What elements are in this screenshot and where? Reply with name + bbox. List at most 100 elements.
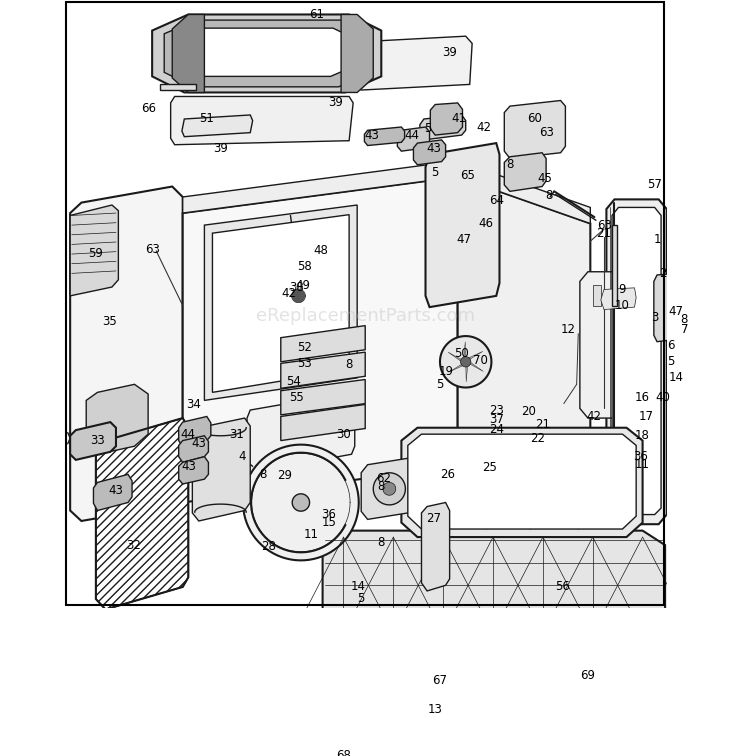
Text: 27: 27 bbox=[426, 512, 441, 525]
Text: 44: 44 bbox=[404, 129, 419, 141]
Polygon shape bbox=[364, 127, 404, 145]
Text: 14: 14 bbox=[350, 581, 365, 593]
Text: 48: 48 bbox=[314, 244, 328, 257]
Polygon shape bbox=[355, 36, 472, 90]
Text: 55: 55 bbox=[290, 392, 304, 404]
Polygon shape bbox=[676, 275, 691, 342]
Text: 13: 13 bbox=[427, 702, 442, 716]
Polygon shape bbox=[413, 140, 446, 165]
Text: 8: 8 bbox=[260, 468, 267, 481]
Polygon shape bbox=[94, 474, 132, 510]
Text: 39: 39 bbox=[328, 95, 343, 109]
Polygon shape bbox=[280, 352, 365, 389]
Text: 43: 43 bbox=[181, 460, 196, 472]
Text: 15: 15 bbox=[322, 516, 337, 529]
Polygon shape bbox=[212, 215, 350, 392]
Polygon shape bbox=[466, 362, 468, 382]
Text: 63: 63 bbox=[145, 243, 160, 256]
Text: 12: 12 bbox=[561, 323, 576, 336]
Text: 42: 42 bbox=[586, 410, 602, 423]
Polygon shape bbox=[592, 286, 601, 305]
Polygon shape bbox=[422, 503, 450, 591]
Text: 34: 34 bbox=[187, 398, 202, 411]
Polygon shape bbox=[70, 422, 116, 460]
Text: 8: 8 bbox=[506, 158, 514, 172]
Text: 42: 42 bbox=[281, 287, 296, 300]
Text: 54: 54 bbox=[286, 376, 301, 389]
Text: 8: 8 bbox=[681, 314, 688, 327]
Text: 61: 61 bbox=[310, 8, 325, 21]
Text: 21: 21 bbox=[596, 227, 611, 240]
Polygon shape bbox=[440, 336, 491, 388]
Polygon shape bbox=[612, 225, 616, 305]
Polygon shape bbox=[172, 14, 205, 92]
Polygon shape bbox=[183, 177, 458, 503]
Text: 40: 40 bbox=[656, 392, 670, 404]
Text: 20: 20 bbox=[521, 405, 536, 418]
Polygon shape bbox=[280, 380, 365, 415]
Text: 17: 17 bbox=[638, 410, 653, 423]
Polygon shape bbox=[243, 445, 358, 560]
Polygon shape bbox=[448, 352, 466, 362]
Polygon shape bbox=[420, 115, 466, 140]
Polygon shape bbox=[504, 101, 566, 159]
Polygon shape bbox=[601, 288, 636, 309]
Polygon shape bbox=[247, 392, 355, 472]
Text: 8: 8 bbox=[377, 536, 385, 549]
Text: 9: 9 bbox=[619, 283, 626, 296]
Polygon shape bbox=[654, 274, 680, 342]
Text: 52: 52 bbox=[298, 341, 312, 354]
Text: 39: 39 bbox=[213, 142, 228, 155]
Text: 1: 1 bbox=[653, 233, 661, 246]
Text: 43: 43 bbox=[426, 142, 441, 155]
Text: 10: 10 bbox=[615, 299, 630, 312]
Polygon shape bbox=[178, 435, 209, 463]
Polygon shape bbox=[504, 153, 546, 191]
Polygon shape bbox=[164, 20, 369, 87]
Text: 36: 36 bbox=[322, 508, 337, 521]
Text: 28: 28 bbox=[261, 541, 276, 553]
Text: 22: 22 bbox=[530, 432, 545, 445]
Polygon shape bbox=[398, 127, 430, 151]
Polygon shape bbox=[205, 205, 357, 401]
Text: 31: 31 bbox=[230, 428, 244, 441]
Text: 43: 43 bbox=[364, 129, 379, 141]
Text: 24: 24 bbox=[489, 423, 504, 435]
Text: 35: 35 bbox=[102, 315, 117, 328]
Text: 5: 5 bbox=[358, 593, 365, 606]
Text: 47: 47 bbox=[669, 305, 684, 318]
Polygon shape bbox=[460, 357, 471, 367]
Text: 57: 57 bbox=[647, 178, 662, 191]
Text: 51: 51 bbox=[200, 112, 214, 125]
Text: 25: 25 bbox=[482, 461, 497, 475]
Polygon shape bbox=[178, 417, 211, 447]
Text: 62: 62 bbox=[376, 472, 392, 485]
Polygon shape bbox=[70, 205, 118, 296]
Text: 43: 43 bbox=[191, 437, 206, 451]
Text: 36: 36 bbox=[634, 450, 649, 463]
Text: 41: 41 bbox=[452, 113, 466, 125]
Text: 43: 43 bbox=[109, 484, 124, 497]
Polygon shape bbox=[401, 428, 643, 537]
Text: 65: 65 bbox=[460, 169, 475, 181]
Polygon shape bbox=[263, 696, 452, 754]
Polygon shape bbox=[160, 85, 196, 90]
Text: 30: 30 bbox=[336, 428, 351, 441]
Text: 21: 21 bbox=[536, 418, 550, 431]
Polygon shape bbox=[280, 404, 365, 441]
Polygon shape bbox=[607, 200, 667, 524]
Text: 16: 16 bbox=[635, 391, 650, 404]
Text: 69: 69 bbox=[580, 669, 596, 682]
Text: 63: 63 bbox=[538, 126, 554, 139]
Polygon shape bbox=[255, 689, 462, 756]
Polygon shape bbox=[192, 418, 250, 521]
Text: 26: 26 bbox=[440, 468, 455, 481]
Text: 14: 14 bbox=[669, 371, 684, 384]
Text: 42: 42 bbox=[476, 120, 491, 134]
Text: 11: 11 bbox=[304, 528, 319, 541]
Text: 70: 70 bbox=[472, 354, 488, 367]
Polygon shape bbox=[180, 28, 355, 76]
Polygon shape bbox=[448, 362, 466, 372]
Text: 33: 33 bbox=[90, 434, 105, 447]
Text: 63: 63 bbox=[597, 218, 612, 231]
